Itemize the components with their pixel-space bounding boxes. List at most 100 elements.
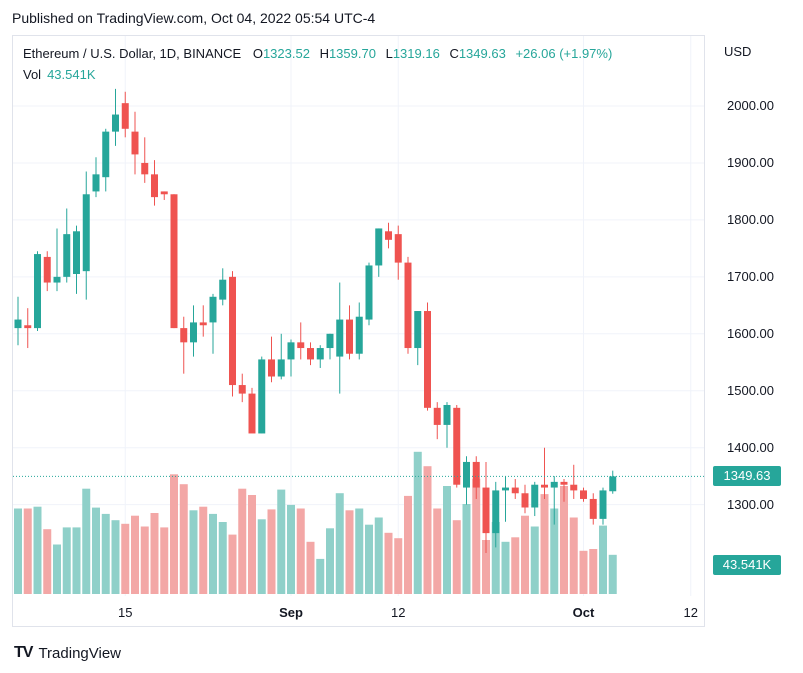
candle xyxy=(502,476,509,522)
volume-bars xyxy=(14,451,617,594)
tradingview-logo[interactable]: TV TradingView xyxy=(14,644,121,662)
volume-bar xyxy=(335,493,344,594)
candle-body xyxy=(268,359,275,377)
volume-bar xyxy=(23,508,32,594)
volume-bar xyxy=(443,486,451,594)
candle-body xyxy=(102,131,110,178)
volume-bar xyxy=(228,534,237,594)
candle-body xyxy=(570,484,578,491)
volume-bar xyxy=(170,474,178,594)
candle xyxy=(609,470,617,494)
candle-body xyxy=(112,114,119,132)
volume-bar xyxy=(394,538,403,594)
brand-name: TradingView xyxy=(38,644,121,662)
candle-body xyxy=(589,498,597,519)
candle-body xyxy=(297,342,305,349)
volume-bar xyxy=(131,515,139,594)
candle-body xyxy=(502,487,509,491)
candle xyxy=(560,479,568,502)
candle xyxy=(180,316,188,374)
price-candles xyxy=(14,88,617,554)
volume-bar xyxy=(599,525,607,594)
volume-bar xyxy=(462,504,471,594)
candle xyxy=(307,342,314,366)
volume-bar xyxy=(540,494,549,594)
candle xyxy=(277,333,285,380)
candle-body xyxy=(492,490,500,534)
candle-body xyxy=(82,194,90,272)
low-label: L xyxy=(385,46,393,61)
candle-body xyxy=(258,359,266,434)
candle-body xyxy=(151,174,158,198)
volume-bar xyxy=(384,532,393,594)
volume-bar xyxy=(404,495,412,594)
candle-body xyxy=(209,296,217,323)
candle xyxy=(209,293,217,354)
candle xyxy=(336,282,344,394)
volume-bar xyxy=(267,509,276,594)
candle xyxy=(589,493,597,525)
y-tick-label: 1300.00 xyxy=(727,496,774,512)
candle xyxy=(463,456,470,505)
candle xyxy=(219,268,227,306)
candle xyxy=(102,128,110,192)
candle-body xyxy=(180,328,188,343)
candle xyxy=(112,88,119,146)
candle-body xyxy=(355,316,363,354)
published-caption: Published on TradingView.com, Oct 04, 20… xyxy=(12,10,376,26)
volume-bar xyxy=(43,529,52,594)
ohlc-legend: Ethereum / U.S. Dollar, 1D, BINANCE O132… xyxy=(23,46,618,61)
candle-body xyxy=(346,319,353,354)
candle-body xyxy=(92,174,100,192)
volume-bar xyxy=(413,451,422,594)
candle xyxy=(248,387,256,434)
candle-body xyxy=(541,484,548,488)
volume-bar xyxy=(608,554,617,594)
volume-bar xyxy=(238,488,247,594)
candle xyxy=(170,194,178,329)
y-tick-label: 1800.00 xyxy=(727,211,774,227)
candle xyxy=(433,402,441,440)
volume-bar xyxy=(72,527,81,594)
candle xyxy=(287,339,295,377)
last-price-tag: 1349.63 xyxy=(713,466,781,486)
candle-body xyxy=(443,404,451,425)
candle-body xyxy=(63,234,71,277)
candle-body xyxy=(219,279,227,300)
candle-body xyxy=(560,481,568,485)
volume-bar xyxy=(199,506,208,594)
candle xyxy=(365,262,373,326)
volume-bar xyxy=(287,504,295,594)
candle xyxy=(82,171,90,300)
volume-bar xyxy=(511,537,520,594)
candle xyxy=(521,484,529,514)
candle-body xyxy=(141,162,149,175)
x-tick-label: Oct xyxy=(572,605,595,620)
candle-body xyxy=(307,348,314,360)
volume-bar xyxy=(374,517,383,594)
candle xyxy=(24,308,32,349)
candle-body xyxy=(599,490,607,519)
volume-bar xyxy=(189,510,198,594)
candle-body xyxy=(385,231,392,240)
candle xyxy=(443,402,451,448)
y-tick-label: 1600.00 xyxy=(727,325,774,341)
candle-body xyxy=(414,311,422,349)
candle xyxy=(121,91,129,138)
candle-body xyxy=(394,234,402,263)
volume-bar xyxy=(140,526,149,594)
candle-body xyxy=(73,231,80,275)
candle xyxy=(43,251,51,292)
volume-bar xyxy=(248,495,256,594)
candle-body xyxy=(170,194,178,329)
high-label: H xyxy=(319,46,329,61)
candle-body xyxy=(24,325,32,329)
candle xyxy=(258,356,266,434)
candle xyxy=(511,479,519,499)
volume-bar xyxy=(569,517,578,594)
volume-bar xyxy=(160,527,169,594)
close-label: C xyxy=(449,46,459,61)
volume-value: 43.541K xyxy=(47,67,96,82)
candle-body xyxy=(326,333,334,349)
